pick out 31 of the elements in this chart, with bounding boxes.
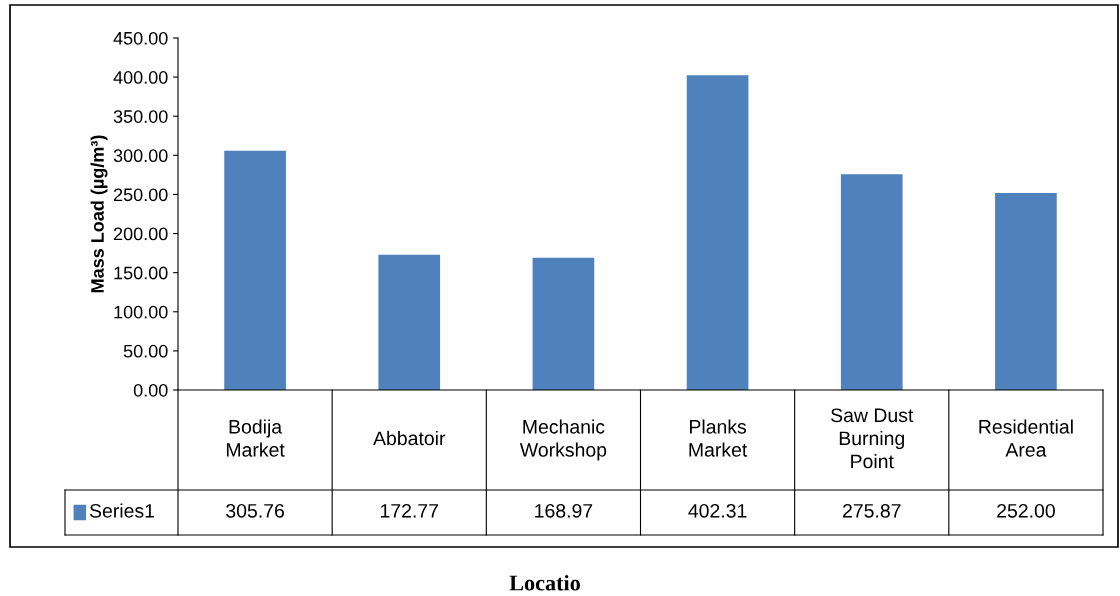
x-tick-label: Bodija Market [226,419,285,457]
bar [532,257,595,390]
y-tick-label: 300.00 [113,149,168,163]
y-tick-label: 0.00 [133,383,168,397]
y-tick-label: 200.00 [113,227,168,241]
x-tick-label: Saw Dust Burning Point [831,408,914,469]
x-tick-label: Abbatoir [373,430,446,446]
x-tick-label: Planks Market [689,419,748,457]
data-label: 305.76 [226,503,284,518]
y-axis-title: Mass Load (µg/m³) [90,135,108,293]
x-axis-title: Locatio [509,574,580,591]
bar [840,174,903,390]
y-tick-label: 50.00 [123,344,168,358]
x-tick-label: Residential Area [979,419,1073,457]
data-label: 402.31 [688,503,747,518]
y-tick-label: 150.00 [114,266,168,280]
y-tick-label: 450.00 [113,31,168,45]
data-label: 275.87 [842,503,901,518]
data-label: 172.77 [381,503,439,518]
data-label: 252.00 [997,503,1055,518]
y-tick-label: 100.00 [114,305,168,319]
legend-label: Series1 [89,503,155,518]
bar [224,150,286,390]
x-tick-label: Mechanic Workshop [519,419,607,461]
y-tick-label: 250.00 [113,188,168,202]
data-label: 168.97 [535,503,593,518]
y-tick-label: 400.00 [113,71,168,84]
y-tick-label: 350.00 [113,110,168,123]
bar [686,75,749,390]
bar [995,192,1057,390]
bar [378,254,441,390]
